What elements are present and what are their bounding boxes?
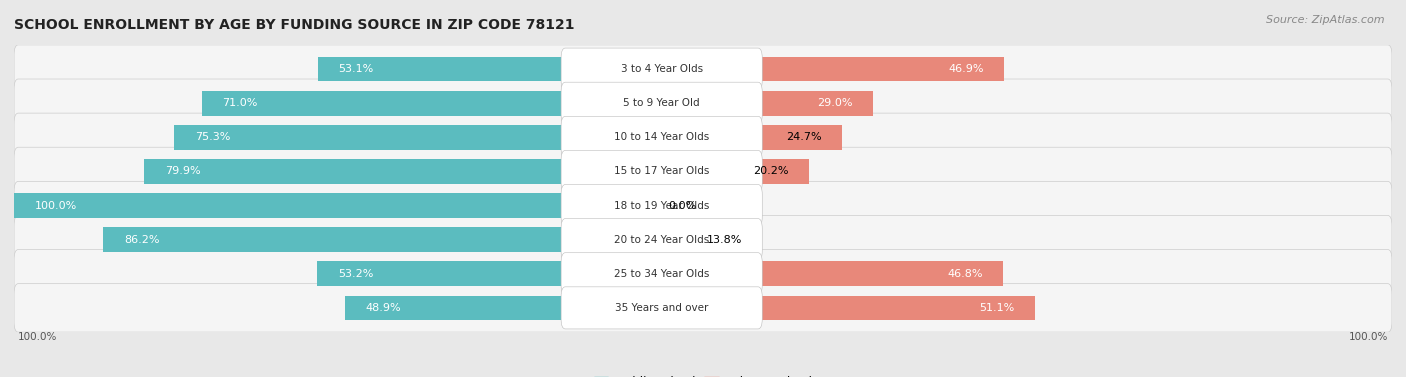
FancyBboxPatch shape — [14, 113, 1392, 162]
Bar — [662, 125, 842, 150]
Text: 48.9%: 48.9% — [366, 303, 401, 313]
Text: 100.0%: 100.0% — [18, 332, 58, 342]
FancyBboxPatch shape — [561, 48, 762, 90]
Bar — [145, 159, 662, 184]
FancyBboxPatch shape — [14, 45, 1392, 93]
Text: 15 to 17 Year Olds: 15 to 17 Year Olds — [614, 166, 710, 176]
FancyBboxPatch shape — [14, 181, 1392, 230]
FancyBboxPatch shape — [561, 116, 762, 158]
Bar — [318, 57, 662, 81]
Text: 53.1%: 53.1% — [339, 64, 374, 74]
Text: 53.2%: 53.2% — [337, 269, 373, 279]
FancyBboxPatch shape — [14, 215, 1392, 264]
Text: 20.2%: 20.2% — [754, 166, 789, 176]
FancyBboxPatch shape — [561, 219, 762, 261]
Text: 10 to 14 Year Olds: 10 to 14 Year Olds — [614, 132, 709, 143]
FancyBboxPatch shape — [14, 250, 1392, 298]
Text: 0.0%: 0.0% — [669, 201, 697, 211]
Bar — [662, 296, 1035, 320]
FancyBboxPatch shape — [561, 287, 762, 329]
FancyBboxPatch shape — [14, 147, 1392, 196]
Text: 18 to 19 Year Olds: 18 to 19 Year Olds — [614, 201, 710, 211]
Text: 79.9%: 79.9% — [165, 166, 201, 176]
Bar — [662, 57, 1004, 81]
Text: 13.8%: 13.8% — [706, 234, 742, 245]
Text: 46.8%: 46.8% — [948, 269, 983, 279]
Text: Source: ZipAtlas.com: Source: ZipAtlas.com — [1267, 15, 1385, 25]
Bar — [662, 91, 873, 115]
Text: 100.0%: 100.0% — [35, 201, 77, 211]
Text: 86.2%: 86.2% — [124, 234, 160, 245]
Text: 46.9%: 46.9% — [948, 64, 983, 74]
Text: 71.0%: 71.0% — [222, 98, 257, 108]
FancyBboxPatch shape — [14, 79, 1392, 127]
Text: 51.1%: 51.1% — [979, 303, 1014, 313]
Bar — [174, 125, 662, 150]
Bar — [318, 262, 662, 286]
Text: 29.0%: 29.0% — [817, 98, 853, 108]
Text: 5 to 9 Year Old: 5 to 9 Year Old — [623, 98, 700, 108]
Bar — [344, 296, 662, 320]
FancyBboxPatch shape — [561, 184, 762, 227]
Bar — [104, 227, 662, 252]
Text: 25 to 34 Year Olds: 25 to 34 Year Olds — [614, 269, 710, 279]
Bar — [202, 91, 662, 115]
Bar — [14, 193, 662, 218]
Text: 35 Years and over: 35 Years and over — [614, 303, 709, 313]
Bar — [662, 227, 762, 252]
Bar — [662, 159, 810, 184]
Text: 100.0%: 100.0% — [1348, 332, 1388, 342]
Bar — [662, 262, 1004, 286]
Text: 3 to 4 Year Olds: 3 to 4 Year Olds — [620, 64, 703, 74]
FancyBboxPatch shape — [561, 253, 762, 295]
Text: SCHOOL ENROLLMENT BY AGE BY FUNDING SOURCE IN ZIP CODE 78121: SCHOOL ENROLLMENT BY AGE BY FUNDING SOUR… — [14, 18, 575, 32]
Text: 75.3%: 75.3% — [194, 132, 231, 143]
Text: 20 to 24 Year Olds: 20 to 24 Year Olds — [614, 234, 709, 245]
Legend: Public School, Private School: Public School, Private School — [593, 376, 813, 377]
FancyBboxPatch shape — [561, 82, 762, 124]
FancyBboxPatch shape — [561, 150, 762, 193]
Text: 24.7%: 24.7% — [786, 132, 821, 143]
FancyBboxPatch shape — [14, 284, 1392, 332]
